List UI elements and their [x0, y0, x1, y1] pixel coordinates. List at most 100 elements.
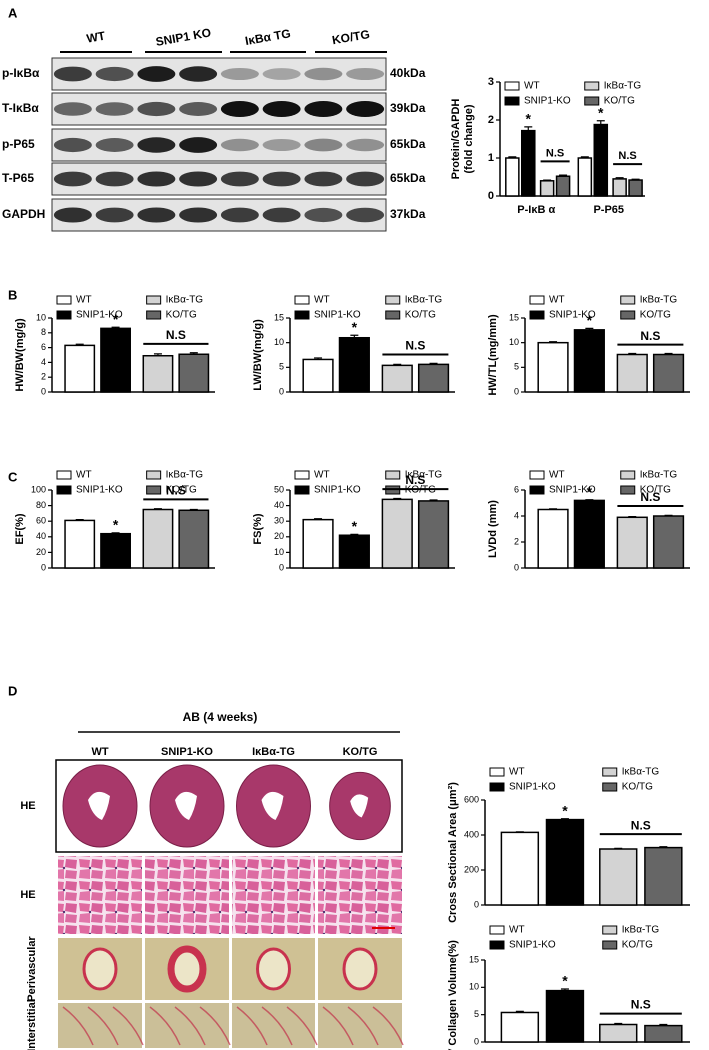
error-bar — [664, 514, 673, 516]
significance-star: * — [598, 104, 604, 120]
error-bar — [75, 519, 84, 521]
vessel — [342, 947, 378, 991]
error-bar — [111, 532, 120, 534]
bar — [64, 519, 96, 569]
error-bar — [515, 831, 524, 833]
legend-label: SNIP1-KO — [549, 310, 596, 321]
bar — [628, 179, 643, 197]
y-tick-label: 400 — [464, 829, 479, 839]
legend-label: KO/TG — [604, 96, 635, 107]
y-tick-label: 10 — [274, 547, 284, 557]
blot-band — [220, 207, 259, 223]
error-bar — [614, 847, 623, 849]
legend-label: KO/TG — [640, 310, 671, 321]
y-tick-label: 10 — [469, 982, 479, 992]
histology-row: HE — [20, 889, 35, 901]
legend-swatch — [584, 81, 600, 91]
significance-star: * — [526, 111, 532, 127]
blot-band — [346, 171, 385, 187]
error-bar — [549, 341, 558, 343]
legend-swatch — [620, 295, 636, 305]
legend-swatch — [294, 470, 310, 480]
y-tick-label: 5 — [279, 362, 284, 372]
blot-row-label: T-IκBα — [2, 101, 39, 115]
error-bar — [350, 334, 359, 338]
y-axis-label: HW/BW(mg/g) — [14, 318, 26, 392]
histology-title: AB (4 weeks) — [183, 710, 258, 724]
error-bar — [631, 178, 640, 181]
bar — [302, 358, 334, 393]
blot-group-label: SNIP1 KO — [155, 25, 213, 49]
legend-swatch — [56, 485, 72, 495]
y-axis-label: Protein/GAPDH — [450, 99, 462, 180]
blot-size-label: 40kDa — [390, 66, 426, 80]
blot-group-label: WT — [85, 29, 106, 46]
significance-star: * — [587, 312, 593, 328]
bar — [537, 341, 569, 393]
error-bar — [111, 326, 120, 329]
bar — [644, 1024, 683, 1043]
y-axis-label: Cross Sectional Area (μm²) — [447, 782, 459, 923]
histology-row: Perivascular — [26, 936, 38, 1002]
ns-label: N.S — [640, 490, 660, 504]
ns-label: N.S — [166, 484, 186, 498]
error-bar — [628, 352, 637, 355]
y-tick-label: 1 — [488, 152, 494, 164]
ns-label: N.S — [405, 339, 425, 353]
bar — [652, 515, 685, 569]
legend-label: IκBα-TG — [405, 470, 443, 481]
vessel — [256, 947, 291, 991]
legend-swatch — [146, 295, 162, 305]
error-bar — [559, 174, 568, 177]
blot-band — [220, 171, 259, 187]
y-tick-label: 10 — [36, 312, 46, 322]
bar — [100, 532, 131, 569]
blot-band — [179, 102, 218, 116]
y-tick-label: 4 — [41, 357, 46, 367]
heart-cavity — [350, 794, 369, 818]
significance-star: * — [587, 483, 593, 499]
y-tick-label: 200 — [464, 864, 479, 874]
error-bar — [628, 516, 637, 518]
error-bar — [153, 353, 162, 356]
error-bar — [580, 156, 589, 158]
collagen-streak — [322, 1006, 354, 1046]
interstitial — [58, 1003, 142, 1048]
he-cells — [232, 856, 315, 934]
x-tick-label: P-IκB α — [517, 204, 555, 216]
blot-size-label: 65kDa — [390, 137, 426, 151]
bar — [64, 344, 96, 393]
blot-band — [137, 101, 176, 117]
bar — [338, 336, 370, 393]
error-bar — [314, 518, 323, 520]
collagen-streak — [149, 1006, 181, 1046]
error-bar — [543, 179, 552, 181]
blot-group-label: KO/TG — [331, 27, 371, 47]
heart-cavity — [88, 791, 110, 820]
blot-band — [304, 138, 343, 152]
x-tick-label: P-P65 — [593, 204, 624, 216]
legend-label: SNIP1-KO — [509, 940, 556, 951]
blot-band — [95, 207, 134, 223]
interstitial — [145, 1003, 229, 1048]
panel-label: C — [8, 469, 18, 484]
collagen-streak — [261, 1006, 293, 1046]
legend-swatch — [146, 485, 162, 495]
error-bar — [393, 497, 402, 500]
y-tick-label: 50 — [274, 484, 284, 494]
error-bar — [549, 508, 558, 510]
histology-row: HE — [20, 800, 35, 812]
legend-swatch — [602, 767, 618, 777]
bar — [652, 353, 685, 393]
blot-row-label: T-P65 — [2, 171, 34, 185]
blot-band — [220, 67, 259, 81]
legend-swatch — [56, 470, 72, 480]
significance-star: * — [562, 973, 568, 989]
bar — [142, 508, 174, 569]
legend-label: KO/TG — [166, 310, 197, 321]
legend-swatch — [385, 295, 401, 305]
blot-band — [262, 68, 301, 80]
bar — [500, 1011, 540, 1043]
y-axis-label: FS(%) — [252, 513, 264, 545]
